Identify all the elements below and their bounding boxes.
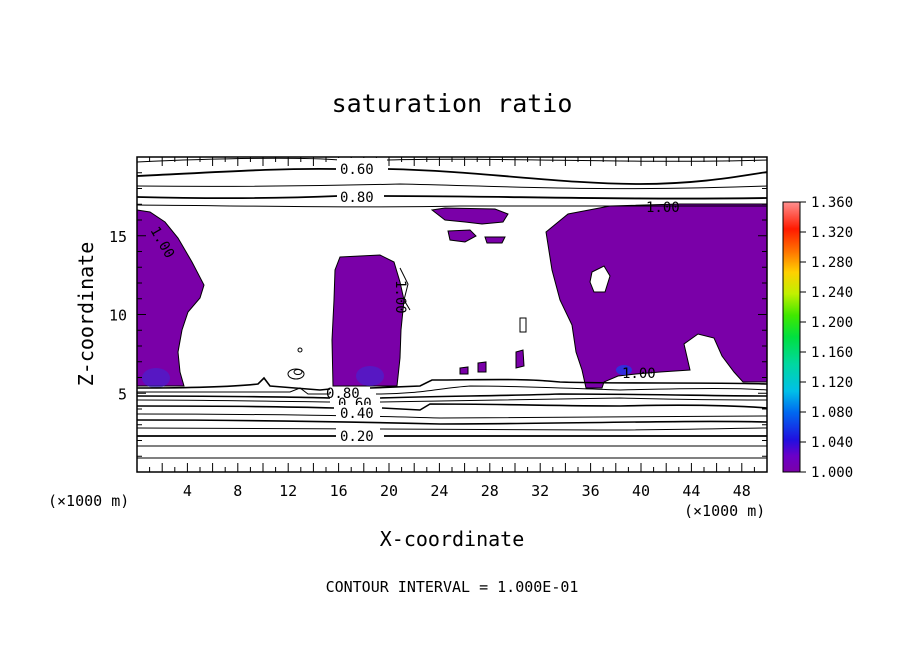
contour-low-6 (136, 413, 768, 419)
contour-blob-3 (297, 347, 303, 353)
contour-label-5: 1.00 (392, 280, 408, 314)
label-bg-10 (336, 428, 380, 444)
contour-blob-2 (293, 369, 303, 375)
region-small-1 (515, 349, 525, 369)
contour-0.80 (136, 195, 768, 200)
contour-0.60 (136, 393, 768, 399)
x-tick-label-20: 20 (380, 482, 398, 500)
spot-right (616, 365, 632, 375)
label-bg-2 (337, 187, 381, 205)
label-bg-1 (337, 158, 381, 176)
x-axis-unit: (×1000 m) (684, 502, 765, 520)
contour-label-10: 0.20 (340, 429, 374, 445)
colorbar (782, 201, 801, 473)
x-tick-label-4: 4 (183, 482, 192, 500)
contour-ridge (399, 267, 411, 311)
y-axis-label: Z-coordinate (74, 242, 98, 387)
contour-low-7 (136, 419, 768, 425)
region-left (136, 209, 205, 387)
colorbar-label-1.320: 1.320 (811, 225, 853, 241)
contour-low-2 (137, 385, 768, 395)
y-tick-labels: 5 10 15 (109, 228, 127, 404)
contour-low-1 (136, 376, 768, 391)
colorbar-label-1.200: 1.200 (811, 315, 853, 331)
colorbar-label-1.000: 1.000 (811, 465, 853, 481)
contour-label-1: 0.60 (340, 162, 374, 178)
contour-label-3: 1.00 (646, 200, 680, 216)
x-tick-label-16: 16 (330, 482, 348, 500)
region-upper-blob-2 (447, 229, 477, 243)
contour-label-6: 1.00 (622, 366, 656, 382)
y-tick-label-10: 10 (109, 307, 127, 325)
x-tick-label-28: 28 (481, 482, 499, 500)
contour-label-7: 0.80 (326, 386, 360, 402)
x-tick-labels: 4 8 12 16 20 24 28 32 36 40 44 48 (183, 482, 751, 500)
contour-label-2: 0.80 (340, 190, 374, 206)
colorbar-label-1.360: 1.360 (811, 195, 853, 211)
x-axis-label: X-coordinate (380, 527, 525, 551)
region-center (331, 254, 405, 387)
region-upper-blob (430, 207, 509, 225)
contour-lines-upper (136, 157, 768, 208)
holes (519, 265, 611, 333)
plot-area (136, 156, 768, 473)
x-tick-label-24: 24 (430, 482, 448, 500)
colorbar-labels: 1.360 1.320 1.280 1.240 1.200 1.160 1.120 1.080… (800, 195, 853, 481)
x-tick-label-36: 36 (582, 482, 600, 500)
contour-0.60 (136, 167, 768, 185)
contour-top-1 (136, 157, 768, 163)
x-tick-label-32: 32 (531, 482, 549, 500)
colorbar-label-1.240: 1.240 (811, 285, 853, 301)
contour-label-9: 0.40 (340, 406, 374, 422)
colorbar-label-1.280: 1.280 (811, 255, 853, 271)
contour-interval-note: CONTOUR INTERVAL = 1.000E-01 (326, 578, 579, 596)
region-right (545, 203, 768, 389)
contour-top-5 (136, 204, 767, 208)
chart-title: saturation ratio (332, 89, 573, 118)
contour-0.40 (136, 403, 768, 411)
contour-top-3 (136, 183, 768, 190)
supersaturation-regions (136, 203, 768, 389)
x-origin-unit: (×1000 m) (48, 492, 129, 510)
region-small-3 (477, 361, 487, 373)
x-tick-label-8: 8 (233, 482, 242, 500)
contour-lines-lower (136, 376, 768, 459)
x-tick-label-12: 12 (279, 482, 297, 500)
contour-labels: 0.60 0.80 1.00 1.00 1.00 1.00 0.80 0.60 … (147, 158, 680, 445)
small-contours (287, 267, 411, 380)
core-spots (142, 365, 632, 388)
contour-low-8 (136, 427, 768, 431)
spot-left (142, 368, 170, 388)
x-tick-label-44: 44 (682, 482, 700, 500)
region-small-2 (459, 366, 469, 375)
label-bg-9 (336, 405, 380, 421)
contour-low-4 (136, 397, 768, 403)
region-upper-blob-3 (484, 236, 506, 244)
colorbar-label-1.120: 1.120 (811, 375, 853, 391)
x-tick-label-48: 48 (733, 482, 751, 500)
axis-ticks (137, 157, 767, 472)
colorbar-label-1.080: 1.080 (811, 405, 853, 421)
colorbar-label-1.040: 1.040 (811, 435, 853, 451)
spot-center (356, 366, 384, 386)
contour-blob-1 (287, 368, 305, 380)
y-tick-label-5: 5 (118, 385, 127, 403)
y-tick-label-15: 15 (109, 228, 127, 246)
x-tick-label-40: 40 (632, 482, 650, 500)
hole-2 (519, 317, 527, 333)
hole-1 (589, 265, 611, 293)
colorbar-label-1.160: 1.160 (811, 345, 853, 361)
